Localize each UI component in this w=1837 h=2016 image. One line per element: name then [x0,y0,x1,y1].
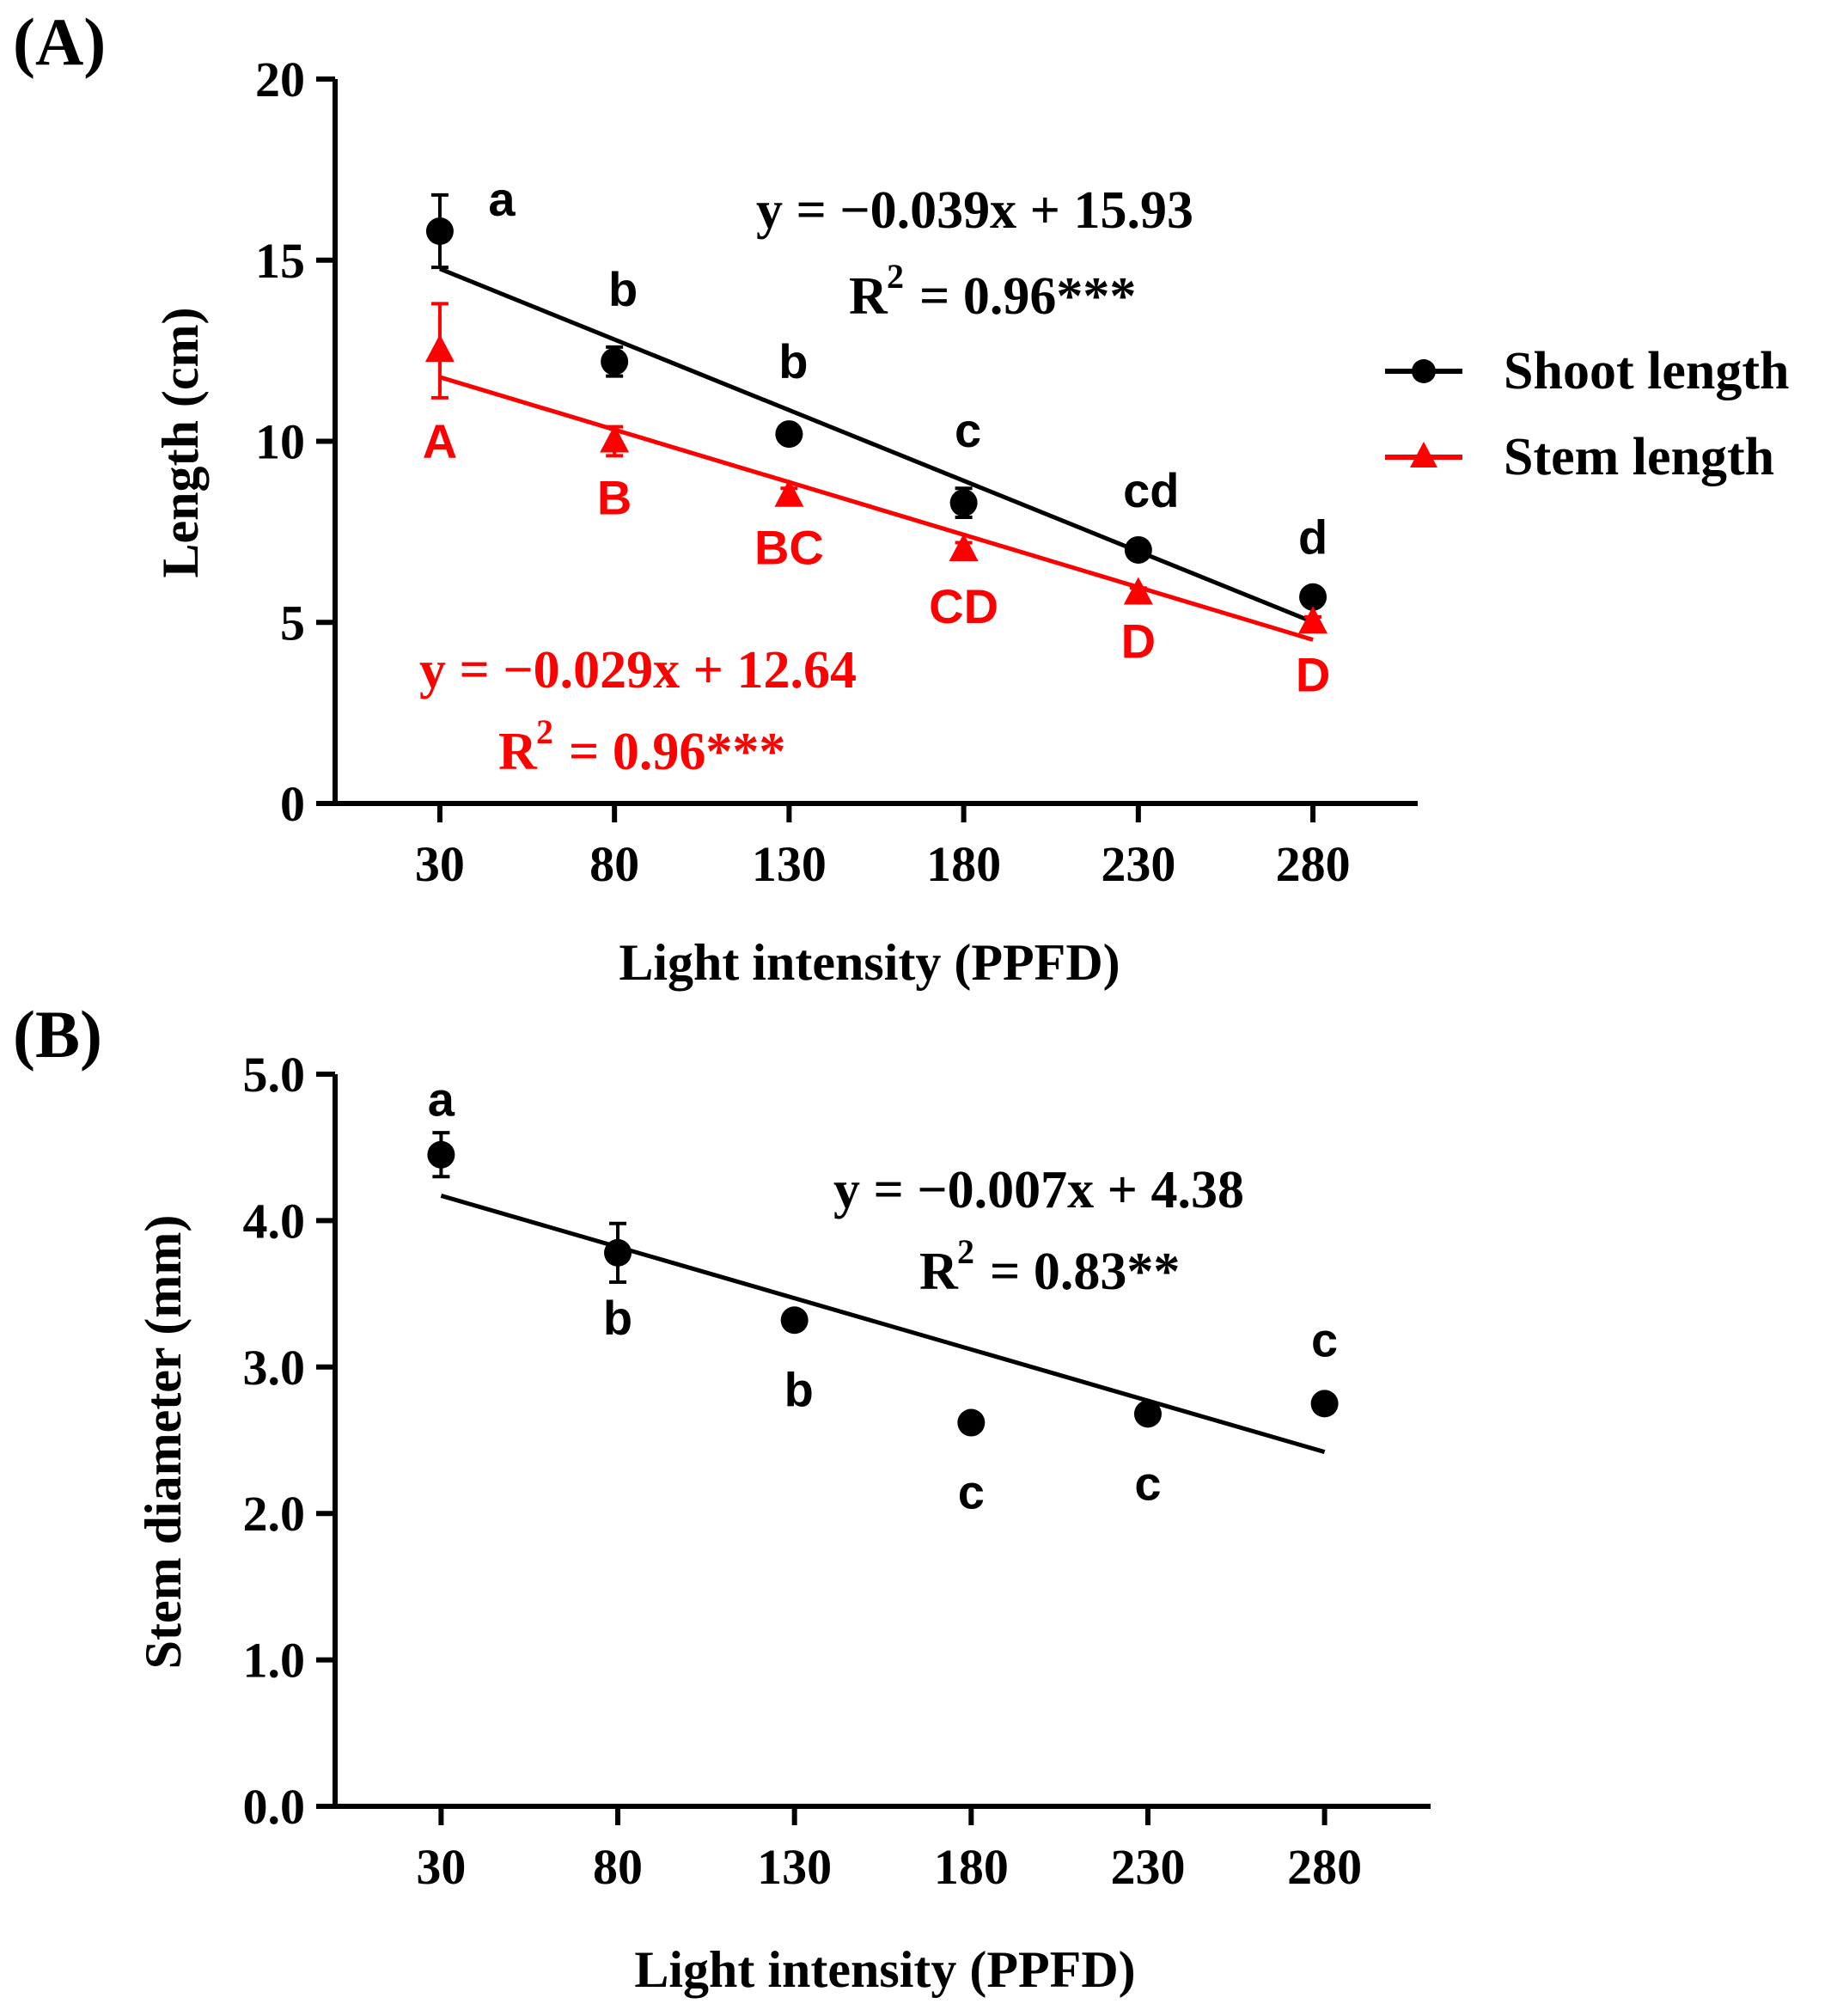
significance-letter: b [608,262,638,316]
x-tick-label: 130 [757,1839,832,1895]
x-tick-label: 80 [593,1839,643,1895]
plot-area-a: 0 5 10 15 20 30 80 130 180 230 280 a b b c cd d A B BC CD D D [255,52,1418,892]
x-tick-label: 80 [589,836,639,892]
y-tick-label: 1.0 [243,1633,306,1689]
fit-line-stem-diameter [440,1194,1326,1455]
legend-marker-stem [1410,442,1437,467]
y-tick-label: 10 [255,414,305,470]
significance-letter: b [778,334,808,388]
y-tick-label: 3.0 [243,1340,306,1396]
y-tick-label: 15 [255,233,305,289]
legend: Shoot length Stem length [1385,342,1789,486]
data-point [604,1238,632,1267]
fit-line-shoot-length [438,266,1315,625]
data-point [425,217,454,246]
legend-label-stem: Stem length [1504,428,1774,486]
plot-area-b: 0.0 1.0 2.0 3.0 4.0 5.0 30 80 130 180 230 280 a b b c c c [243,1047,1431,1895]
data-point [427,1140,455,1169]
significance-letter: b [784,1362,814,1416]
legend-label-shoot: Shoot length [1504,342,1789,400]
y-tick-label: 5.0 [243,1047,306,1103]
significance-letter: A [423,414,457,468]
data-point [775,420,803,449]
significance-letter: D [1296,647,1330,701]
significance-letter: cd [1123,463,1179,517]
r2-stem-sup: 2 [536,712,553,751]
equation-stem: y = −0.029x + 12.64 [419,641,857,699]
y-tick-label: 2.0 [243,1486,306,1542]
significance-letter: b [603,1291,632,1345]
x-axis-title-b: Light intensity (PPFD) [634,1941,1135,1998]
x-tick-label: 30 [416,1839,466,1895]
significance-letter: c [958,1465,985,1519]
data-point [1298,606,1328,634]
r2-diameter-r: R [919,1243,959,1301]
data-point [424,334,455,363]
x-axis-title-a: Light intensity (PPFD) [619,934,1120,991]
data-point [1299,583,1327,611]
x-tick-label: 130 [752,836,827,892]
r2-stem: R 2 = 0.96*** [498,712,785,781]
x-tick-label: 280 [1287,1839,1362,1895]
significance-letter: B [597,471,632,525]
x-tick-label: 180 [934,1839,1009,1895]
equation-shoot: y = −0.039x + 15.93 [756,181,1193,240]
x-tick-label: 230 [1110,1839,1185,1895]
equation-diameter: y = −0.007x + 4.38 [833,1161,1244,1219]
significance-letter: c [1134,1456,1161,1510]
significance-letter: c [1311,1312,1338,1366]
significance-letter: BC [754,521,824,575]
data-point [780,1306,809,1335]
data-point [774,479,804,507]
legend-marker-shoot [1412,359,1436,383]
r2-shoot-r: R [849,267,888,326]
y-tick-label: 0 [280,776,305,832]
data-point [1123,577,1153,605]
y-axis-title-a: Length (cm) [152,308,209,578]
r2-diameter-value: = 0.83** [990,1243,1180,1301]
data-point [1310,1390,1339,1418]
significance-letter: D [1121,614,1156,669]
data-point [949,533,979,561]
significance-letter: CD [929,579,998,633]
data-point [949,489,978,517]
x-tick-label: 180 [926,836,1001,892]
fit-line-stem-length [439,375,1314,642]
r2-shoot-value: = 0.96*** [919,267,1136,326]
data-point [957,1408,986,1437]
data-point [600,425,630,453]
y-tick-label: 4.0 [243,1193,306,1249]
significance-letter: c [955,403,981,457]
data-point [1133,1400,1162,1428]
r2-stem-value: = 0.96*** [569,723,785,781]
panel-label-b: (B) [13,997,102,1072]
data-point [601,347,629,376]
x-tick-label: 30 [415,836,465,892]
x-tick-label: 230 [1101,836,1175,892]
y-tick-label: 20 [255,52,305,107]
r2-stem-r: R [498,723,538,781]
significance-letter: d [1298,510,1327,565]
data-point [1124,535,1152,564]
significance-letter: a [488,172,516,226]
r2-shoot-sup: 2 [887,257,904,296]
x-tick-label: 280 [1276,836,1351,892]
r2-diameter: R 2 = 0.83** [919,1232,1180,1301]
significance-letter: a [428,1072,455,1127]
y-axis-title-b: Stem diameter (mm) [135,1215,192,1670]
r2-shoot: R 2 = 0.96*** [849,257,1136,326]
panel-label-a: (A) [13,4,106,79]
r2-diameter-sup: 2 [957,1232,974,1271]
y-tick-label: 0.0 [243,1779,306,1835]
y-tick-label: 5 [280,595,305,651]
